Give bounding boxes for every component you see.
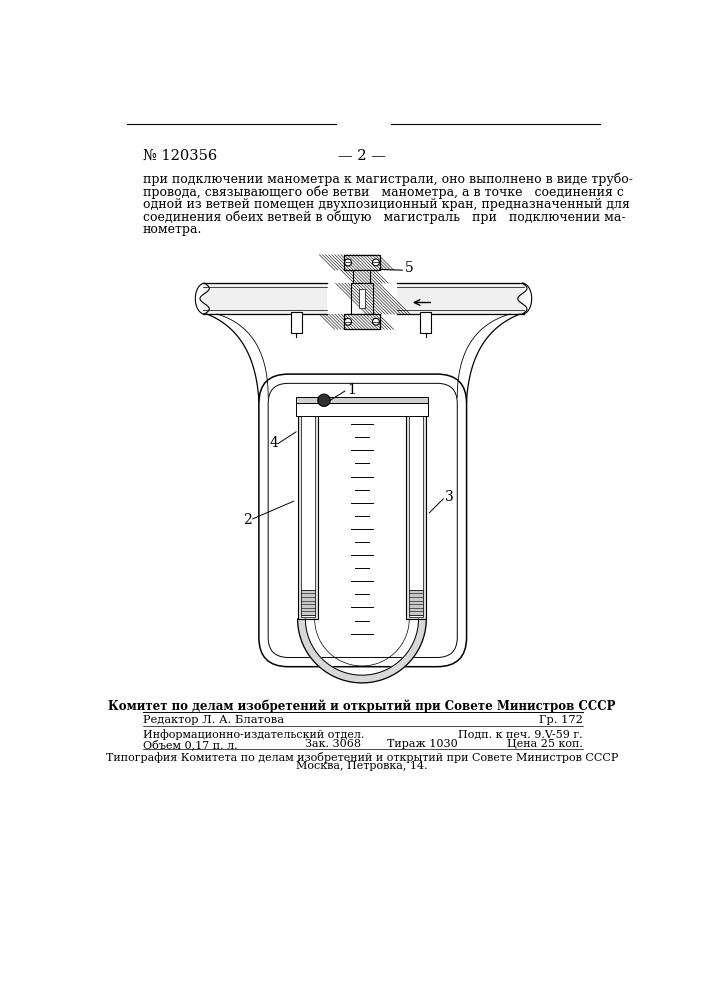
Text: № 120356: № 120356	[143, 149, 217, 163]
Circle shape	[344, 318, 351, 325]
Text: провода, связывающего обе ветви   манометра, а в точке   соединения с: провода, связывающего обе ветви манометр…	[143, 185, 624, 199]
Text: Типография Комитета по делам изобретений и открытий при Совете Министров СССР: Типография Комитета по делам изобретений…	[106, 752, 618, 763]
Bar	[420, 312, 431, 333]
Circle shape	[317, 394, 330, 406]
Bar	[300, 403, 315, 617]
Bar	[300, 590, 315, 615]
Text: 3: 3	[445, 490, 454, 504]
FancyBboxPatch shape	[259, 374, 467, 667]
Bar	[296, 397, 428, 403]
Circle shape	[373, 318, 380, 325]
Text: 2: 2	[243, 513, 252, 527]
Text: Цена 25 коп.: Цена 25 коп.	[507, 739, 583, 749]
Circle shape	[344, 259, 351, 266]
Bar	[203, 283, 327, 314]
Text: 1: 1	[347, 382, 356, 396]
Text: нометра.: нометра.	[143, 223, 202, 236]
Bar	[351, 283, 373, 314]
Text: 5: 5	[404, 261, 414, 275]
Bar	[409, 403, 423, 617]
Bar	[296, 403, 428, 416]
Text: Москва, Петровка, 14.: Москва, Петровка, 14.	[296, 761, 428, 771]
Bar	[397, 283, 524, 314]
Circle shape	[373, 259, 380, 266]
Text: Подп. к печ. 9.V-59 г.: Подп. к печ. 9.V-59 г.	[458, 729, 583, 739]
Bar	[344, 255, 380, 270]
Polygon shape	[298, 619, 426, 683]
Bar	[409, 590, 423, 615]
Bar	[291, 312, 301, 333]
Text: Информационно-издательский отдел.: Информационно-издательский отдел.	[143, 729, 364, 740]
Bar	[406, 401, 426, 619]
Bar	[354, 270, 370, 283]
Text: 4: 4	[270, 436, 279, 450]
Bar	[359, 289, 365, 308]
Bar	[344, 314, 380, 329]
Text: Редактор Л. А. Блатова: Редактор Л. А. Блатова	[143, 715, 284, 725]
Bar	[298, 401, 317, 619]
Text: при подключении манометра к магистрали, оно выполнено в виде трубо-: при подключении манометра к магистрали, …	[143, 172, 633, 186]
Text: Зак. 3068: Зак. 3068	[305, 739, 361, 749]
Text: — 2 —: — 2 —	[338, 149, 386, 163]
FancyBboxPatch shape	[268, 383, 457, 657]
Text: Тираж 1030: Тираж 1030	[387, 739, 457, 749]
Text: соединения обеих ветвей в общую   магистраль   при   подключении ма-: соединения обеих ветвей в общую магистра…	[143, 210, 625, 224]
Text: Гр. 172: Гр. 172	[539, 715, 583, 725]
Text: Объем 0,17 п. л.: Объем 0,17 п. л.	[143, 739, 238, 750]
Text: одной из ветвей помещен двухпозиционный кран, предназначенный для: одной из ветвей помещен двухпозиционный …	[143, 198, 629, 211]
Text: Комитет по делам изобретений и открытий при Совете Министров СССР: Комитет по делам изобретений и открытий …	[108, 699, 616, 713]
